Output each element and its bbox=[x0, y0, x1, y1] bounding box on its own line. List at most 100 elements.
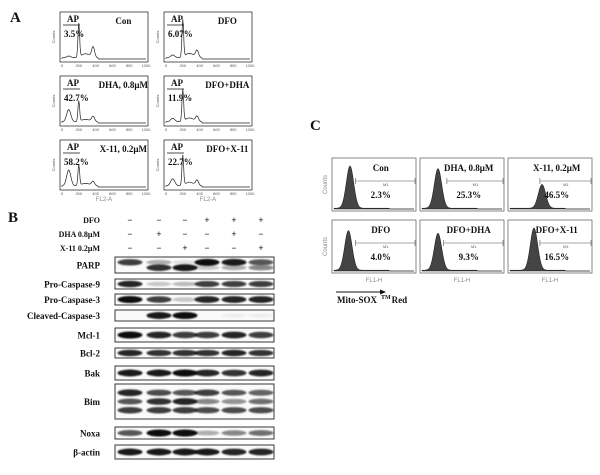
band bbox=[194, 448, 220, 456]
gate-label: M1 bbox=[383, 244, 389, 249]
x-tick-label: 0 bbox=[61, 191, 64, 196]
band bbox=[117, 295, 143, 304]
band bbox=[194, 331, 220, 339]
x-tick-label: 200 bbox=[179, 191, 186, 196]
mitosox-percent: 46.5% bbox=[544, 190, 569, 200]
band bbox=[146, 331, 172, 339]
band bbox=[248, 448, 274, 456]
band bbox=[221, 280, 247, 288]
gate-label: AP bbox=[171, 78, 183, 88]
x-tick-label: 200 bbox=[75, 191, 82, 196]
band bbox=[117, 398, 143, 405]
band bbox=[248, 331, 274, 339]
mitosox-histogram-plot: M1 DFO+X-11 16.5% FL1-H bbox=[507, 219, 593, 284]
histogram-plot: AP 6.07% DFO Counts 0 200 400 600 800 1000 bbox=[155, 11, 255, 68]
x-tick-label: 800 bbox=[126, 127, 133, 132]
x-tick-label: 800 bbox=[126, 191, 133, 196]
plot-frame bbox=[507, 157, 593, 212]
treatment-row: DFO − − − + + + bbox=[83, 215, 263, 225]
band bbox=[194, 369, 220, 377]
blot-label: Mcl-1 bbox=[78, 331, 101, 341]
plot-frame bbox=[507, 219, 593, 274]
histogram-fill bbox=[333, 229, 414, 272]
x-tick-label: 200 bbox=[179, 63, 186, 68]
panel-a-cell-cycle-histograms: AP 3.5% Con Counts 0 200 400 600 800 1000 AP 6.07% D… bbox=[51, 11, 256, 203]
gate-label: M1 bbox=[563, 244, 569, 249]
y-axis-label: Counts bbox=[155, 95, 160, 108]
treatment-label: DHA 0.8μM bbox=[59, 230, 101, 239]
band bbox=[146, 264, 172, 271]
blot-cleaved-caspase-3: Cleaved-Caspase-3 bbox=[27, 309, 275, 322]
histogram-plot: AP 22.7% DFO+X-11 Counts 0 200 400 600 800 1000 FL… bbox=[155, 139, 256, 203]
mitosox-histogram-plot: M1 Con 2.3% Counts bbox=[323, 157, 417, 212]
band bbox=[172, 429, 198, 437]
gate-label: AP bbox=[67, 142, 79, 152]
blot-label: Pro-Caspase-9 bbox=[44, 280, 100, 290]
mitosox-percent: 25.3% bbox=[456, 190, 481, 200]
band bbox=[194, 407, 220, 414]
histogram-curve bbox=[61, 100, 146, 124]
band bbox=[146, 259, 172, 265]
band bbox=[172, 260, 198, 265]
treatment-row: X-11 0.2μM − − + − − + bbox=[60, 243, 264, 253]
histogram-plot: AP 42.7% DHA, 0.8μM Counts 0 200 400 600 800 1000 bbox=[51, 75, 151, 132]
blot-pro-caspase-3: Pro-Caspase-3 bbox=[44, 293, 275, 306]
band bbox=[248, 398, 274, 405]
mitosox-axis-title: Mito-SOX TMRed bbox=[337, 295, 407, 305]
band bbox=[172, 398, 198, 405]
band bbox=[248, 259, 274, 266]
condition-title: DFO bbox=[218, 16, 237, 26]
plot-frame bbox=[59, 11, 149, 63]
band bbox=[248, 389, 274, 396]
x-tick-label: 1000 bbox=[246, 191, 256, 196]
band bbox=[146, 349, 172, 357]
band bbox=[221, 369, 247, 377]
condition-title: DFO+X-11 bbox=[536, 225, 579, 235]
treatment-sign: − bbox=[182, 229, 187, 239]
band bbox=[146, 369, 172, 377]
x-tick-label: 800 bbox=[230, 127, 237, 132]
histogram-curve bbox=[165, 19, 250, 60]
gate-label: M1 bbox=[473, 182, 479, 187]
band bbox=[117, 280, 143, 288]
x-tick-label: 400 bbox=[196, 63, 203, 68]
treatment-sign: + bbox=[258, 215, 263, 225]
band bbox=[172, 448, 198, 456]
y-axis-label: Counts bbox=[51, 31, 56, 44]
y-axis-label: Counts bbox=[155, 31, 160, 44]
x-axis-label: FL2-A bbox=[200, 197, 216, 203]
condition-title: DFO+DHA bbox=[205, 80, 250, 90]
gate-label: AP bbox=[171, 14, 183, 24]
band bbox=[194, 430, 220, 436]
band bbox=[194, 398, 220, 405]
x-tick-label: 1000 bbox=[142, 63, 152, 68]
treatment-sign: − bbox=[127, 229, 132, 239]
band bbox=[194, 389, 220, 396]
band bbox=[221, 331, 247, 339]
treatment-sign: + bbox=[204, 215, 209, 225]
band bbox=[248, 369, 274, 377]
treatment-sign: + bbox=[258, 243, 263, 253]
condition-title: Con bbox=[115, 16, 131, 26]
x-tick-label: 600 bbox=[213, 127, 220, 132]
plot-frame bbox=[163, 139, 253, 191]
blot-label: Bak bbox=[84, 369, 100, 379]
treatment-sign: − bbox=[231, 243, 236, 253]
x-tick-label: 200 bbox=[75, 63, 82, 68]
x-tick-label: 600 bbox=[109, 127, 116, 132]
x-tick-label: 400 bbox=[92, 127, 99, 132]
treatment-sign: + bbox=[231, 229, 236, 239]
treatment-sign: − bbox=[156, 243, 161, 253]
histogram-curve bbox=[165, 154, 250, 188]
band bbox=[172, 311, 198, 320]
apoptosis-percent: 58.2% bbox=[64, 157, 89, 167]
mitosox-histogram-plot: M1 DHA, 0.8μM 25.3% bbox=[419, 157, 505, 212]
mitosox-histogram-plot: M1 DFO+DHA 9.3% FL1-H bbox=[419, 219, 505, 284]
band bbox=[221, 296, 247, 303]
blot-label: Noxa bbox=[80, 429, 100, 439]
blot-frame bbox=[114, 256, 275, 274]
y-axis-label: Counts bbox=[155, 159, 160, 172]
y-axis-label: Counts bbox=[51, 95, 56, 108]
x-axis-label: FL1-H bbox=[542, 278, 559, 284]
